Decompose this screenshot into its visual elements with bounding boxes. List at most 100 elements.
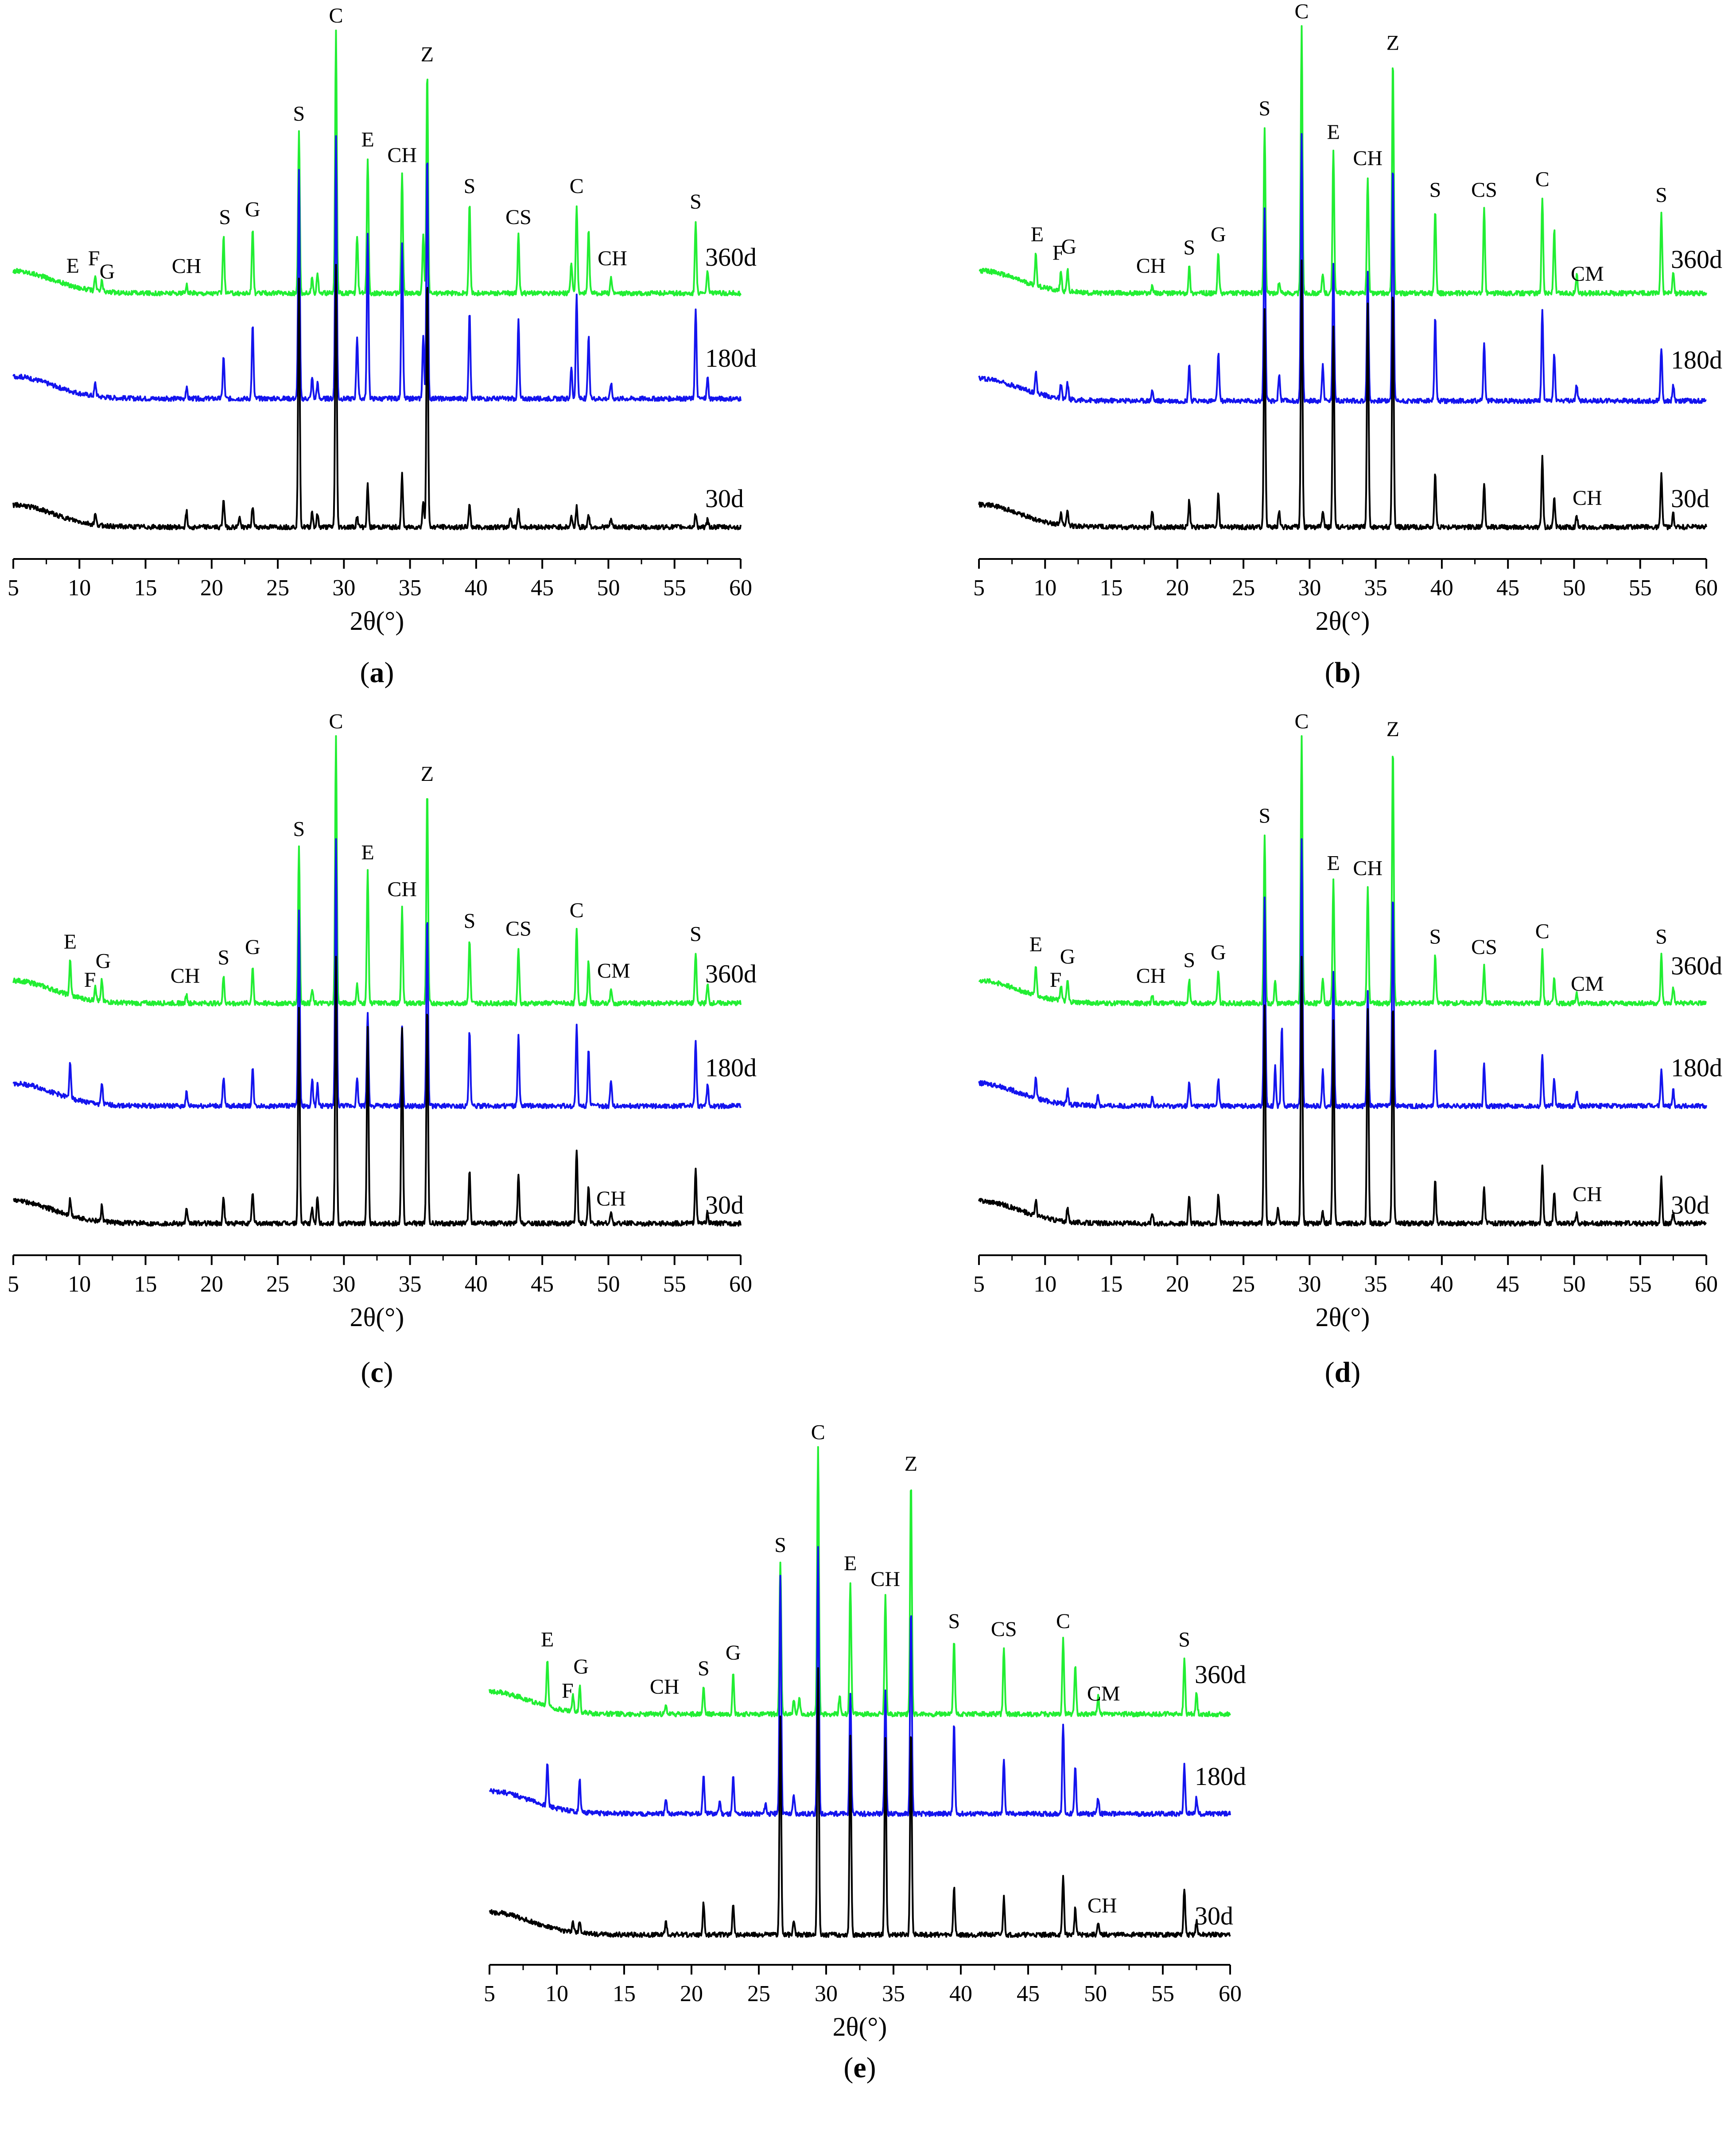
phase-label: S [464, 175, 476, 198]
phase-label: S [217, 946, 229, 970]
phase-label: CS [1471, 178, 1497, 202]
phase-label: F [562, 1679, 574, 1703]
series-label-360d: 360d [1195, 1660, 1246, 1689]
x-axis-title: 2θ(°) [833, 2012, 887, 2041]
x-tick-label: 25 [1232, 575, 1255, 601]
phase-label: CH [1353, 857, 1383, 880]
phase-label: S [1183, 236, 1195, 260]
phase-label: S [690, 190, 702, 213]
x-tick-label: 30 [332, 1272, 355, 1297]
phase-label: C [1056, 1610, 1070, 1633]
x-tick-label: 45 [1496, 1272, 1519, 1297]
x-axis-title: 2θ(°) [350, 606, 404, 636]
phase-label: G [726, 1641, 741, 1665]
x-tick-label: 30 [815, 1981, 838, 2006]
phase-label: S [1429, 178, 1441, 202]
x-tick-label: 40 [1430, 1272, 1453, 1297]
phase-label: G [1060, 945, 1076, 969]
phase-label: C [1294, 710, 1309, 733]
x-tick-label: 20 [1166, 575, 1189, 601]
x-tick-label: 40 [949, 1981, 972, 2006]
phase-label: S [1178, 1628, 1190, 1652]
phase-label: S [1655, 925, 1667, 948]
series-line-30d [12, 264, 742, 531]
series-label-30d: 30d [1671, 484, 1709, 513]
phase-label: CS [505, 206, 532, 229]
phase-label: CH [1573, 486, 1602, 510]
series-label-30d: 30d [1195, 1901, 1233, 1930]
phase-label: CH [387, 144, 417, 167]
x-tick-label: 55 [1629, 1272, 1652, 1297]
phase-label: F [1050, 968, 1062, 992]
phase-label: G [100, 260, 115, 283]
x-tick-label: 20 [1166, 1272, 1189, 1297]
panel-a: 5 10 15 20 25 30 35 40 45 50 55 60 2θ(°) (a) 360d 180d 3… [8, 4, 757, 689]
x-tick-label: 35 [1364, 575, 1387, 601]
phase-label: CH [598, 247, 627, 270]
x-tick-label: 15 [1100, 575, 1123, 601]
series-label-180d: 180d [705, 344, 757, 372]
phase-label: S [1655, 183, 1667, 207]
x-tick-label: 10 [68, 1272, 91, 1297]
series-label-360d: 360d [1671, 951, 1722, 980]
panel-c: 5 10 15 20 25 30 35 40 45 50 55 60 2θ(°) (c) 360d 180d 3… [8, 710, 757, 1389]
phase-label: CH [1087, 1894, 1117, 1917]
x-tick-label: 25 [1232, 1272, 1255, 1297]
panel-label: (e) [843, 2052, 876, 2084]
x-tick-label: 20 [680, 1981, 703, 2006]
x-tick-label: 60 [729, 575, 752, 601]
x-tick-label: 10 [1033, 1272, 1056, 1297]
x-tick-label: 35 [882, 1981, 905, 2006]
x-tick-label: 30 [1298, 575, 1321, 601]
series-label-30d: 30d [1671, 1191, 1709, 1219]
phase-label: S [464, 909, 476, 933]
phase-label: E [1327, 120, 1340, 144]
phase-label: C [1535, 168, 1550, 191]
series-line-30d [978, 956, 1707, 1227]
phase-label: CS [1471, 935, 1497, 959]
phase-label: CH [650, 1675, 680, 1699]
phase-label: CH [171, 964, 200, 988]
x-tick-label: 35 [1364, 1272, 1387, 1297]
phase-label: CS [505, 917, 532, 941]
x-tick-label: 25 [266, 575, 289, 601]
x-tick-label: 60 [1695, 1272, 1718, 1297]
phase-label: CM [597, 959, 630, 982]
series-line-360d [978, 735, 1707, 1007]
phase-label: CH [387, 878, 417, 901]
phase-label: S [698, 1657, 710, 1680]
x-tick-label: 10 [68, 575, 91, 601]
x-tick-label: 45 [531, 1272, 554, 1297]
x-tick-label: 20 [200, 575, 223, 601]
x-tick-label: 25 [747, 1981, 770, 2006]
series-line-180d [489, 1546, 1231, 1817]
phase-label: CM [1087, 1682, 1120, 1705]
phase-label: G [1211, 223, 1226, 246]
x-tick-label: 5 [973, 575, 985, 601]
phase-label: CS [991, 1618, 1017, 1641]
x-tick-label: 45 [1017, 1981, 1040, 2006]
x-tick-label: 50 [1084, 1981, 1107, 2006]
phase-label: S [690, 922, 702, 946]
phase-label: S [1183, 949, 1195, 972]
series-label-360d: 360d [705, 243, 757, 272]
series-label-360d: 360d [1671, 245, 1722, 274]
x-tick-label: 45 [531, 575, 554, 601]
panel-b: 5 10 15 20 25 30 35 40 45 50 55 60 2θ(°) (b) 360d 180d 3… [973, 0, 1722, 689]
phase-label: G [1061, 235, 1077, 259]
phase-label: C [570, 175, 584, 198]
x-tick-label: 15 [1100, 1272, 1123, 1297]
x-tick-label: 10 [1033, 575, 1056, 601]
x-axis-title: 2θ(°) [350, 1303, 404, 1332]
x-tick-label: 5 [973, 1272, 985, 1297]
x-tick-label: 50 [1562, 1272, 1585, 1297]
x-tick-label: 55 [663, 575, 686, 601]
series-line-180d [978, 133, 1707, 404]
phase-label: E [361, 841, 374, 865]
x-tick-label: 30 [332, 575, 355, 601]
series-label-30d: 30d [705, 484, 744, 513]
x-tick-label: 50 [1562, 575, 1585, 601]
phase-label: Z [1386, 31, 1399, 54]
panel-label: (a) [360, 656, 394, 689]
